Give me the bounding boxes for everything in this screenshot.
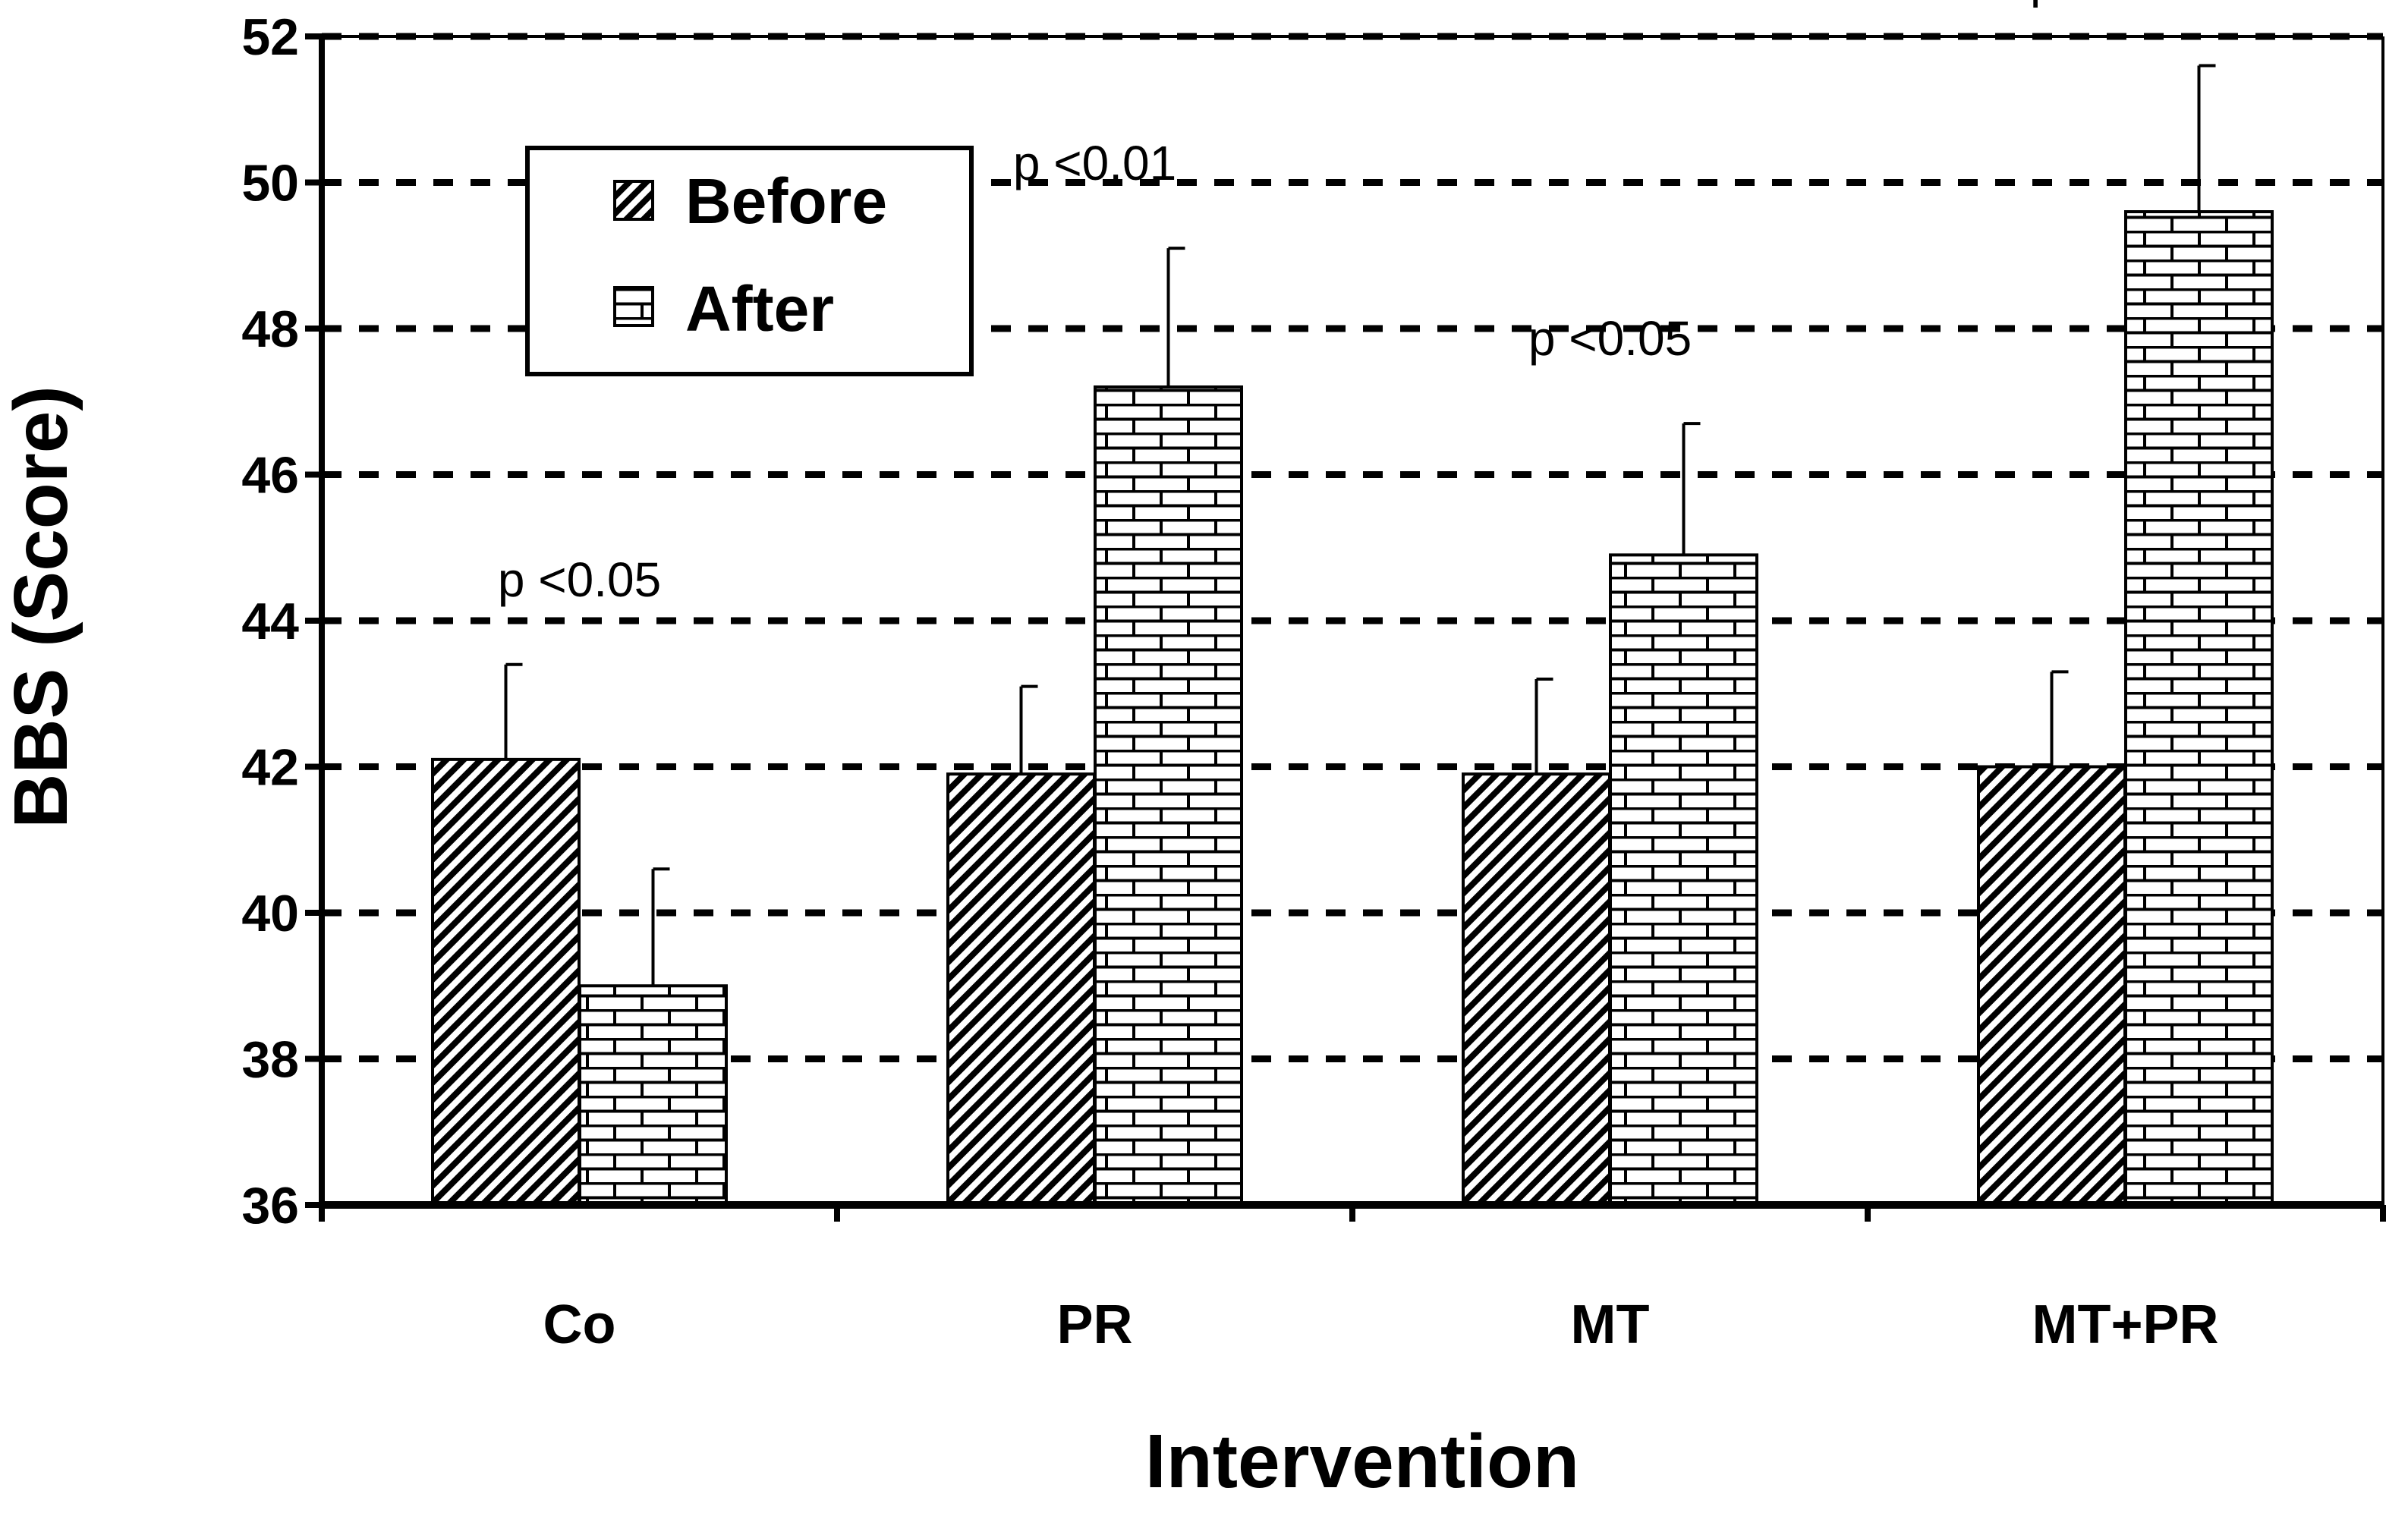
significance-annotations: p <0.05 p <0.01 p <0.05 p <0.001: [498, 0, 2221, 607]
legend-box: [525, 146, 974, 376]
bar-before-co: [431, 757, 581, 1206]
legend: Before After: [525, 146, 974, 376]
y-tick-label-52: 52: [241, 8, 299, 66]
bar-after-mt+pr: [2124, 210, 2274, 1206]
bar-before-pr: [946, 772, 1096, 1206]
y-tick-label-40: 40: [241, 885, 299, 942]
legend-label-before: Before: [685, 165, 887, 237]
bar-after-pr: [1094, 385, 1243, 1206]
legend-swatch-before: [613, 180, 654, 221]
bars: [431, 210, 2274, 1206]
annotation-mt+pr: p <0.001: [2030, 0, 2221, 8]
x-tick-label-mt: MT: [1571, 1294, 1650, 1355]
y-tick-label-38: 38: [241, 1031, 299, 1089]
axes: [305, 33, 2386, 1222]
y-tick-label-36: 36: [241, 1177, 299, 1235]
x-tick-label-co: Co: [543, 1294, 616, 1355]
x-axis-title: Intervention: [1145, 1419, 1579, 1504]
bar-after-co: [578, 984, 728, 1206]
annotation-pr: p <0.01: [1013, 136, 1176, 190]
error-bars: [504, 64, 2216, 986]
legend-swatch-after: [613, 286, 654, 327]
y-tick-label-44: 44: [241, 593, 299, 650]
annotation-co: p <0.05: [498, 552, 661, 607]
y-tick-label-48: 48: [241, 300, 299, 358]
x-tick-label-pr: PR: [1056, 1294, 1132, 1355]
y-tick-label-42: 42: [241, 739, 299, 797]
bar-after-mt: [1609, 553, 1758, 1206]
bar-before-mt+pr: [1977, 765, 2126, 1206]
axis-labels: Co PR MT MT+PR 36 38 40 42 44 46 48 50 52: [241, 8, 2218, 1355]
bar-before-mt: [1462, 772, 1611, 1206]
annotation-mt: p <0.05: [1528, 311, 1692, 366]
x-tick-label-mt+pr: MT+PR: [2032, 1294, 2218, 1355]
legend-label-after: After: [685, 273, 834, 344]
y-tick-label-46: 46: [241, 447, 299, 505]
y-tick-label-50: 50: [241, 155, 299, 212]
y-axis-title: BBS (Score): [0, 385, 83, 828]
